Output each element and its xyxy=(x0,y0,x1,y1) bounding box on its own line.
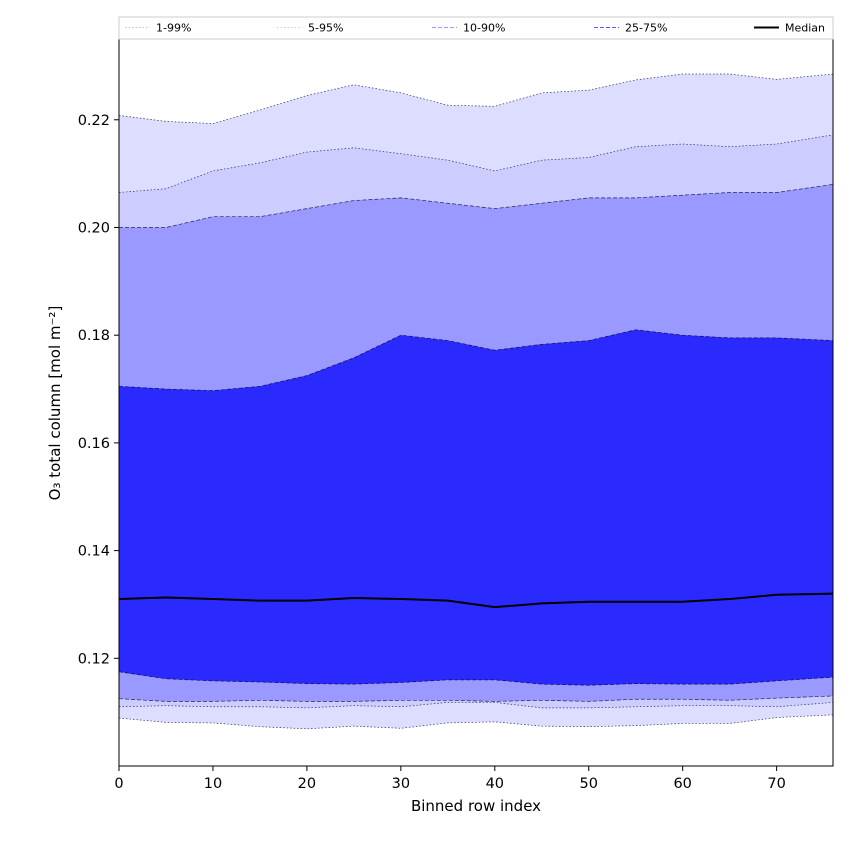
x-tick-label: 70 xyxy=(767,776,785,792)
x-tick-label: 20 xyxy=(298,776,316,792)
series-line-median xyxy=(119,592,833,609)
x-tick-label: 50 xyxy=(580,776,598,792)
band-25-75pct-upper-line xyxy=(119,329,833,392)
x-axis-label: Binned row index xyxy=(411,797,541,815)
x-tick-label: 30 xyxy=(392,776,410,792)
band-1-99pct-lower-line xyxy=(119,714,833,730)
x-tick-label: 0 xyxy=(114,776,123,792)
legend-label-1-99pct: 1-99% xyxy=(156,22,191,35)
y-axis: 0.12 0.14 0.16 0.18 0.20 0.22 xyxy=(78,113,119,667)
y-axis-label: O₃ total column [mol m⁻²] xyxy=(46,306,64,501)
y-tick-label: 0.14 xyxy=(78,544,110,560)
band-10-90pct-lower-line xyxy=(119,695,833,702)
x-tick-label: 40 xyxy=(486,776,504,792)
legend-label-median: Median xyxy=(785,22,825,35)
y-tick-label: 0.20 xyxy=(78,220,110,236)
x-axis: 0 10 20 30 40 50 60 70 xyxy=(114,766,786,792)
x-tick-label: 10 xyxy=(204,776,222,792)
bands-layer xyxy=(119,74,833,729)
legend-box xyxy=(118,16,834,40)
y-tick-label: 0.16 xyxy=(78,436,110,452)
band-inner-fill xyxy=(119,329,833,686)
legend-label-10-90pct: 10-90% xyxy=(463,22,505,35)
band-25-75pct-lower-line xyxy=(119,671,833,686)
band-10-90pct-upper-line xyxy=(119,184,833,228)
x-tick-label: 60 xyxy=(673,776,691,792)
y-tick-label: 0.22 xyxy=(78,113,110,129)
lines-layer xyxy=(119,73,833,730)
y-tick-label: 0.12 xyxy=(78,651,110,667)
legend-label-5-95pct: 5-95% xyxy=(308,22,343,35)
legend: 1-99% 5-95% 10-90% 25-75% Median xyxy=(118,16,834,40)
band-1-99pct-upper-line xyxy=(119,73,833,124)
y-tick-label: 0.18 xyxy=(78,328,110,344)
legend-label-25-75pct: 25-75% xyxy=(625,22,667,35)
